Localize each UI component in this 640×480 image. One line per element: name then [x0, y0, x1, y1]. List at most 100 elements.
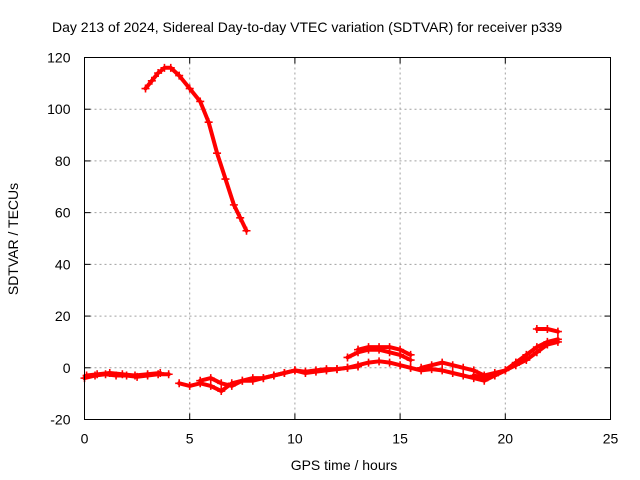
data-point-marker — [130, 371, 139, 380]
data-point-marker — [259, 374, 268, 383]
data-point-marker — [141, 84, 150, 93]
data-point-marker — [385, 343, 394, 352]
y-tick-label: -20 — [50, 412, 70, 428]
data-point-marker — [343, 363, 352, 372]
data-point-marker — [396, 345, 405, 354]
data-point-marker — [364, 343, 373, 352]
data-point-marker — [438, 366, 447, 375]
data-point-marker — [469, 371, 478, 380]
y-tick-label: 20 — [55, 308, 71, 324]
data-point-marker — [236, 213, 245, 222]
data-point-marker — [480, 374, 489, 383]
data-point-marker — [196, 97, 205, 106]
x-tick-label: 25 — [603, 431, 619, 447]
data-point-marker — [511, 358, 520, 367]
data-point-marker — [185, 84, 194, 93]
y-tick-label: 120 — [47, 50, 71, 66]
axis-ticks — [84, 57, 611, 420]
data-point-marker — [280, 368, 289, 377]
x-tick-label: 5 — [186, 431, 194, 447]
data-point-marker — [269, 371, 278, 380]
data-point-marker — [543, 337, 552, 346]
x-tick-label: 0 — [81, 431, 89, 447]
data-point-marker — [206, 381, 215, 390]
data-point-marker — [217, 379, 226, 388]
data-point-marker — [175, 71, 184, 80]
data-point-marker — [227, 381, 236, 390]
data-point-marker — [343, 353, 352, 362]
data-point-marker — [196, 376, 205, 385]
y-axis-label: SDTVAR / TECUs — [5, 183, 21, 295]
data-point-marker — [301, 368, 310, 377]
data-point-marker — [93, 370, 102, 379]
data-point-marker — [238, 376, 247, 385]
y-tick-label: 100 — [47, 101, 71, 117]
series-track-2 — [82, 368, 165, 380]
series-track-7 — [354, 343, 415, 359]
data-point-marker — [175, 379, 184, 388]
data-point-marker — [143, 370, 152, 379]
data-point-marker — [553, 327, 562, 336]
data-point-marker — [532, 343, 541, 352]
data-point-marker — [354, 361, 363, 370]
data-point-marker — [118, 370, 127, 379]
data-point-marker — [448, 368, 457, 377]
y-tick-label: 60 — [55, 205, 71, 221]
x-axis-label: GPS time / hours — [291, 457, 398, 473]
data-point-marker — [375, 357, 384, 366]
data-point-marker — [448, 361, 457, 370]
data-point-marker — [501, 366, 510, 375]
series-track-10 — [469, 335, 562, 383]
data-point-marker — [164, 370, 173, 379]
data-point-marker — [206, 374, 215, 383]
x-tick-label: 15 — [392, 431, 408, 447]
data-point-marker — [154, 69, 163, 78]
data-point-marker — [406, 363, 415, 372]
data-series-layer — [80, 63, 562, 396]
x-tick-labels: 0 5 10 15 20 25 — [81, 431, 619, 447]
data-point-marker — [156, 368, 165, 377]
series-track-3 — [141, 63, 251, 235]
data-point-marker — [332, 365, 341, 374]
data-point-marker — [427, 365, 436, 374]
data-point-marker — [532, 325, 541, 333]
data-point-marker — [82, 371, 91, 380]
data-point-marker — [217, 387, 226, 396]
y-tick-label: 80 — [55, 153, 71, 169]
data-point-marker — [322, 366, 331, 375]
data-point-marker — [459, 371, 468, 380]
y-tick-label: 40 — [55, 256, 71, 272]
data-point-marker — [311, 367, 320, 376]
x-tick-label: 10 — [287, 431, 303, 447]
data-point-marker — [396, 361, 405, 370]
data-point-marker — [459, 363, 468, 372]
data-point-marker — [385, 358, 394, 367]
data-point-marker — [105, 368, 114, 377]
data-point-marker — [242, 226, 251, 235]
series-track-5 — [196, 357, 415, 390]
data-point-marker — [490, 371, 499, 380]
data-point-marker — [438, 358, 447, 367]
plot-frame — [84, 57, 611, 420]
data-point-marker — [406, 350, 415, 359]
data-point-marker — [248, 374, 257, 383]
data-point-marker — [543, 325, 552, 333]
data-point-marker — [166, 63, 175, 72]
data-point-marker — [375, 343, 384, 352]
data-point-marker — [417, 366, 426, 375]
x-tick-label: 20 — [498, 431, 514, 447]
series-track-11 — [532, 325, 562, 336]
chart-title: Day 213 of 2024, Sidereal Day-to-day VTE… — [52, 19, 562, 35]
data-point-marker — [204, 118, 213, 127]
data-point-marker — [354, 345, 363, 354]
y-tick-label: 0 — [63, 360, 71, 376]
data-point-marker — [229, 200, 238, 209]
data-point-marker — [364, 358, 373, 367]
data-point-marker — [213, 149, 222, 158]
grid-lines — [84, 57, 611, 420]
data-point-marker — [147, 76, 156, 85]
y-tick-labels: -20 0 20 40 60 80 100 120 — [47, 50, 71, 428]
data-point-marker — [290, 366, 299, 375]
data-point-marker — [221, 175, 230, 184]
